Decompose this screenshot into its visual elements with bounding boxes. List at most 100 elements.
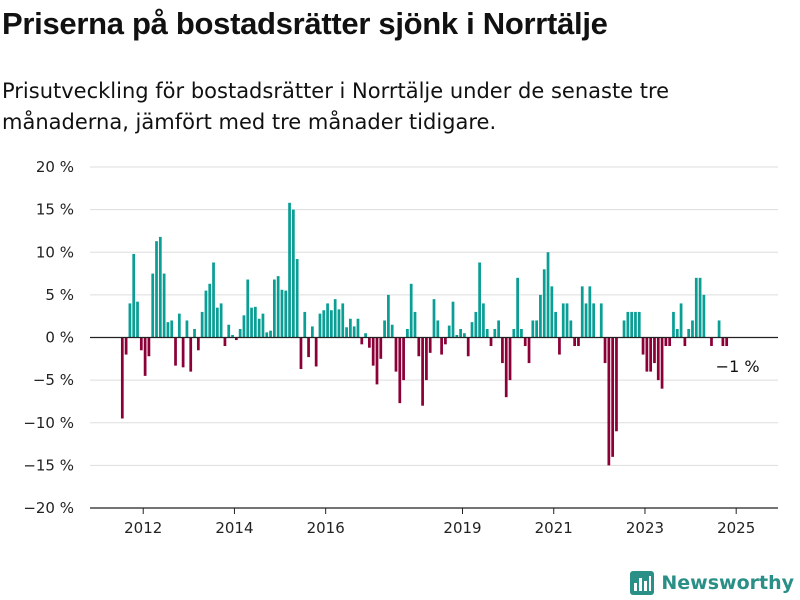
bar [622, 320, 626, 338]
bar [577, 337, 580, 347]
brand-name: Newsworthy [661, 572, 794, 594]
bar [242, 315, 246, 338]
bar [611, 337, 615, 457]
bar [234, 337, 238, 341]
y-tick-label: 5 % [45, 286, 74, 304]
bar [291, 209, 295, 338]
bar [717, 320, 721, 338]
bar [478, 262, 481, 338]
bar [383, 320, 386, 338]
bar [615, 337, 618, 432]
bar [588, 286, 592, 338]
bar-chart: 20 % 15 % 10 % 5 % 0 % −5 % −10 % −15 % −20 % 201… [23, 158, 778, 537]
bar [345, 327, 348, 338]
bar [307, 337, 310, 358]
bar [683, 337, 687, 347]
bar [672, 311, 675, 338]
bar [520, 328, 523, 338]
bar [379, 337, 383, 359]
bar [394, 337, 398, 372]
bar [368, 337, 371, 348]
bar [360, 337, 364, 345]
bar [295, 259, 299, 338]
bar [284, 290, 288, 338]
bar [196, 337, 200, 351]
bar [725, 337, 729, 347]
bar [630, 311, 634, 338]
bar [276, 276, 280, 338]
bar [626, 311, 630, 338]
bar [698, 277, 702, 338]
bar [447, 325, 451, 338]
bar [352, 326, 356, 338]
bar [318, 313, 322, 338]
bar [371, 337, 375, 366]
bar [151, 273, 155, 338]
bar [428, 337, 432, 353]
bar [497, 320, 500, 338]
bar [269, 330, 272, 338]
bar [558, 337, 561, 355]
bar [459, 328, 462, 338]
bar [493, 328, 497, 338]
x-tick-label: 2025 [717, 519, 755, 537]
bar [656, 337, 660, 381]
bar [189, 337, 193, 372]
bar [466, 337, 470, 357]
x-tick-label: 2019 [443, 519, 481, 537]
bar [215, 307, 219, 338]
bar [185, 320, 189, 338]
bars [120, 202, 729, 466]
bar [356, 318, 360, 338]
bar [645, 337, 649, 372]
bar [147, 337, 151, 357]
bar [455, 334, 459, 338]
bar [261, 313, 265, 338]
bar [299, 337, 303, 370]
bar [231, 334, 234, 338]
bar [592, 303, 596, 338]
bar [482, 303, 485, 338]
bar [721, 337, 725, 347]
bar [432, 299, 436, 338]
annotations: −1 % [716, 357, 760, 376]
bar [223, 337, 227, 347]
bar [444, 337, 447, 345]
bar [702, 294, 706, 338]
bar [238, 328, 242, 338]
bar [413, 311, 417, 338]
bar [227, 324, 231, 338]
bar [333, 299, 337, 338]
x-tick-label: 2023 [626, 519, 664, 537]
bar [710, 337, 713, 347]
bar [694, 277, 698, 338]
x-tick-label: 2014 [215, 519, 253, 537]
bar [375, 337, 379, 385]
bar [504, 337, 508, 398]
bar [508, 337, 512, 381]
axes: 20 % 15 % 10 % 5 % 0 % −5 % −10 % −15 % −20 % 201… [23, 158, 778, 537]
bar [272, 279, 276, 338]
bar [599, 303, 603, 338]
y-tick-label: 20 % [36, 158, 74, 176]
bar [687, 328, 691, 338]
newsworthy-logo-icon [630, 571, 655, 595]
bar [303, 311, 307, 338]
bar [463, 333, 466, 338]
bar [580, 286, 584, 338]
bar [155, 241, 158, 338]
bar [406, 328, 409, 338]
bar [314, 337, 318, 367]
bar [634, 311, 637, 338]
bar [584, 303, 588, 338]
bar [387, 294, 390, 338]
bar [668, 337, 672, 347]
bar [341, 303, 345, 338]
bar [489, 337, 493, 347]
bar [474, 311, 478, 338]
bar [322, 310, 326, 338]
bar [128, 303, 132, 338]
bar [288, 202, 291, 338]
bar [421, 337, 424, 406]
bar [246, 279, 250, 338]
